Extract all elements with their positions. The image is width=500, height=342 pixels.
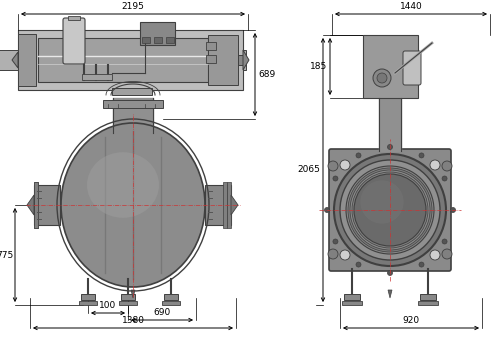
Text: 1440: 1440 xyxy=(400,2,422,11)
Text: 920: 920 xyxy=(402,316,419,325)
Circle shape xyxy=(419,262,424,267)
Bar xyxy=(206,55,216,63)
Circle shape xyxy=(356,262,361,267)
Bar xyxy=(18,34,36,86)
Circle shape xyxy=(340,160,350,170)
Bar xyxy=(205,185,231,225)
Bar xyxy=(103,100,163,108)
Bar xyxy=(206,42,216,50)
Circle shape xyxy=(348,168,432,252)
Ellipse shape xyxy=(87,152,159,218)
Bar xyxy=(223,182,227,228)
Text: 185: 185 xyxy=(310,62,327,71)
Bar xyxy=(34,182,38,228)
Bar xyxy=(121,294,135,300)
Circle shape xyxy=(333,239,338,244)
Circle shape xyxy=(450,208,456,212)
Bar xyxy=(362,35,418,98)
Circle shape xyxy=(442,161,452,171)
Polygon shape xyxy=(379,98,401,151)
Circle shape xyxy=(430,160,440,170)
Bar xyxy=(142,37,150,43)
Circle shape xyxy=(356,153,361,158)
FancyBboxPatch shape xyxy=(63,18,85,64)
Polygon shape xyxy=(388,290,392,298)
Text: Ø1220: Ø1220 xyxy=(383,215,413,224)
Polygon shape xyxy=(131,290,135,298)
Circle shape xyxy=(346,166,434,254)
Bar xyxy=(112,88,152,95)
Circle shape xyxy=(328,249,338,259)
Bar xyxy=(344,294,360,300)
Circle shape xyxy=(388,271,392,276)
Circle shape xyxy=(442,176,447,181)
Text: 689: 689 xyxy=(258,70,275,79)
Circle shape xyxy=(340,160,440,260)
Circle shape xyxy=(350,170,430,250)
Circle shape xyxy=(430,250,440,260)
Text: 100: 100 xyxy=(100,301,116,310)
Circle shape xyxy=(334,154,446,266)
Circle shape xyxy=(419,153,424,158)
Polygon shape xyxy=(27,195,34,215)
Circle shape xyxy=(354,174,426,246)
Bar xyxy=(140,22,175,45)
Bar xyxy=(18,30,243,90)
Ellipse shape xyxy=(360,180,404,224)
Ellipse shape xyxy=(377,73,387,83)
Bar xyxy=(82,74,112,80)
Bar xyxy=(154,37,162,43)
Text: 2195: 2195 xyxy=(122,2,144,11)
Circle shape xyxy=(340,250,350,260)
Circle shape xyxy=(328,161,338,171)
Circle shape xyxy=(442,239,447,244)
Polygon shape xyxy=(12,52,18,68)
Ellipse shape xyxy=(61,123,205,287)
Bar xyxy=(34,185,60,225)
Bar xyxy=(227,182,231,228)
Bar xyxy=(81,294,95,300)
Ellipse shape xyxy=(373,69,391,87)
Bar xyxy=(342,301,362,305)
Text: 2065: 2065 xyxy=(297,166,320,174)
Bar xyxy=(119,301,137,305)
Circle shape xyxy=(442,249,452,259)
Polygon shape xyxy=(231,195,238,215)
Bar xyxy=(164,294,178,300)
Bar xyxy=(0,50,18,70)
Text: 1380: 1380 xyxy=(122,316,144,325)
Polygon shape xyxy=(113,98,153,133)
Bar xyxy=(420,294,436,300)
Circle shape xyxy=(352,172,428,248)
Bar xyxy=(208,35,238,85)
Polygon shape xyxy=(243,50,249,70)
Bar xyxy=(79,301,97,305)
FancyBboxPatch shape xyxy=(329,149,451,271)
Bar xyxy=(68,16,80,20)
Text: 690: 690 xyxy=(154,308,170,317)
FancyBboxPatch shape xyxy=(403,51,421,85)
Bar xyxy=(238,55,246,65)
Bar xyxy=(38,38,208,82)
Circle shape xyxy=(333,176,338,181)
Text: 775: 775 xyxy=(0,250,13,260)
Bar xyxy=(243,50,246,70)
Bar xyxy=(166,37,174,43)
Bar xyxy=(34,182,38,228)
Bar xyxy=(418,301,438,305)
Circle shape xyxy=(388,145,392,149)
Bar xyxy=(162,301,180,305)
Circle shape xyxy=(324,208,330,212)
